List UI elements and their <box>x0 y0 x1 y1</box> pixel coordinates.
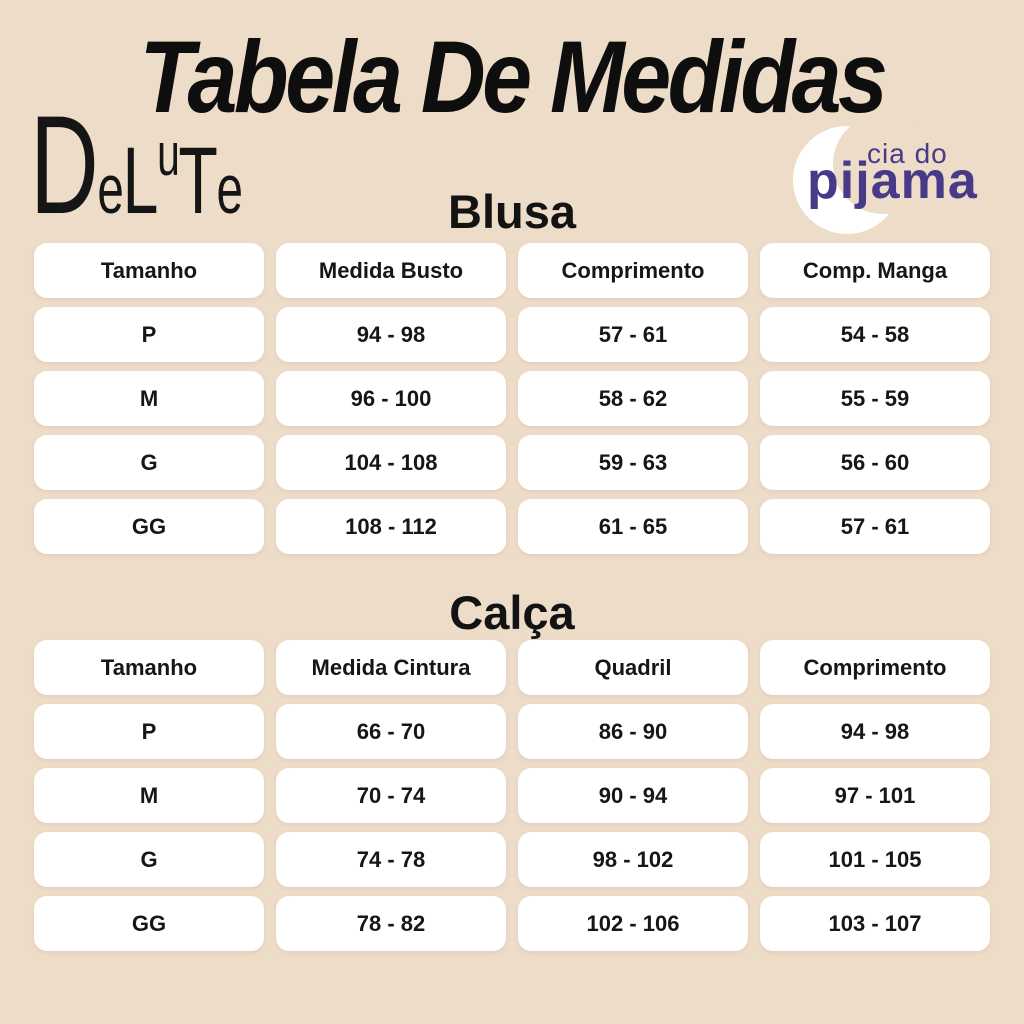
blusa-value-cell: 104 - 108 <box>276 435 506 490</box>
delute-logo-letter: e <box>97 150 123 228</box>
calca-value-cell: 98 - 102 <box>518 832 748 887</box>
blusa-size-cell: M <box>34 371 264 426</box>
blusa-column-header: Comprimento <box>518 243 748 298</box>
cia-do-pijama-logo-line2: pijama <box>807 152 978 210</box>
calca-value-cell: 86 - 90 <box>518 704 748 759</box>
cia-do-pijama-logo-line1: cia do <box>867 138 948 169</box>
calca-column-header: Tamanho <box>34 640 264 695</box>
blusa-column-header: Tamanho <box>34 243 264 298</box>
blusa-value-cell: 57 - 61 <box>518 307 748 362</box>
calca-size-cell: P <box>34 704 264 759</box>
blusa-size-cell: G <box>34 435 264 490</box>
calca-value-cell: 102 - 106 <box>518 896 748 951</box>
calca-value-cell: 70 - 74 <box>276 768 506 823</box>
blusa-value-cell: 58 - 62 <box>518 371 748 426</box>
calca-section-heading: Calça <box>449 586 575 639</box>
delute-logo-letter: e <box>216 150 243 228</box>
calca-value-cell: 97 - 101 <box>760 768 990 823</box>
blusa-value-cell: 94 - 98 <box>276 307 506 362</box>
calca-column-header: Medida Cintura <box>276 640 506 695</box>
calca-value-cell: 66 - 70 <box>276 704 506 759</box>
calca-size-cell: GG <box>34 896 264 951</box>
crescent-moon-icon <box>793 114 933 234</box>
blusa-value-cell: 55 - 59 <box>760 371 990 426</box>
delute-logo-letter: T <box>178 128 217 234</box>
delute-logo: D e L u T e <box>30 86 243 243</box>
calca-value-cell: 101 - 105 <box>760 832 990 887</box>
blusa-value-cell: 59 - 63 <box>518 435 748 490</box>
delute-logo-letter: u <box>157 121 180 188</box>
calca-value-cell: 103 - 107 <box>760 896 990 951</box>
calca-value-cell: 90 - 94 <box>518 768 748 823</box>
calca-column-header: Quadril <box>518 640 748 695</box>
blusa-section-heading: Blusa <box>448 185 576 238</box>
calca-value-cell: 74 - 78 <box>276 832 506 887</box>
calca-size-cell: G <box>34 832 264 887</box>
calca-value-cell: 78 - 82 <box>276 896 506 951</box>
delute-logo-letter: D <box>30 86 99 243</box>
blusa-value-cell: 108 - 112 <box>276 499 506 554</box>
blusa-column-header: Medida Busto <box>276 243 506 298</box>
calca-value-cell: 94 - 98 <box>760 704 990 759</box>
calca-column-header: Comprimento <box>760 640 990 695</box>
delute-logo-letter: L <box>122 128 159 234</box>
calca-table: Tamanho Medida Cintura Quadril Comprimen… <box>34 640 990 951</box>
blusa-value-cell: 96 - 100 <box>276 371 506 426</box>
blusa-size-cell: P <box>34 307 264 362</box>
page-title: Tabela De Medidas <box>139 20 888 134</box>
blusa-value-cell: 54 - 58 <box>760 307 990 362</box>
blusa-size-cell: GG <box>34 499 264 554</box>
cia-do-pijama-logo: cia do pijama <box>781 114 1001 250</box>
blusa-table: Tamanho Medida Busto Comprimento Comp. M… <box>34 243 990 554</box>
blusa-value-cell: 57 - 61 <box>760 499 990 554</box>
blusa-value-cell: 56 - 60 <box>760 435 990 490</box>
blusa-value-cell: 61 - 65 <box>518 499 748 554</box>
calca-size-cell: M <box>34 768 264 823</box>
blusa-column-header: Comp. Manga <box>760 243 990 298</box>
